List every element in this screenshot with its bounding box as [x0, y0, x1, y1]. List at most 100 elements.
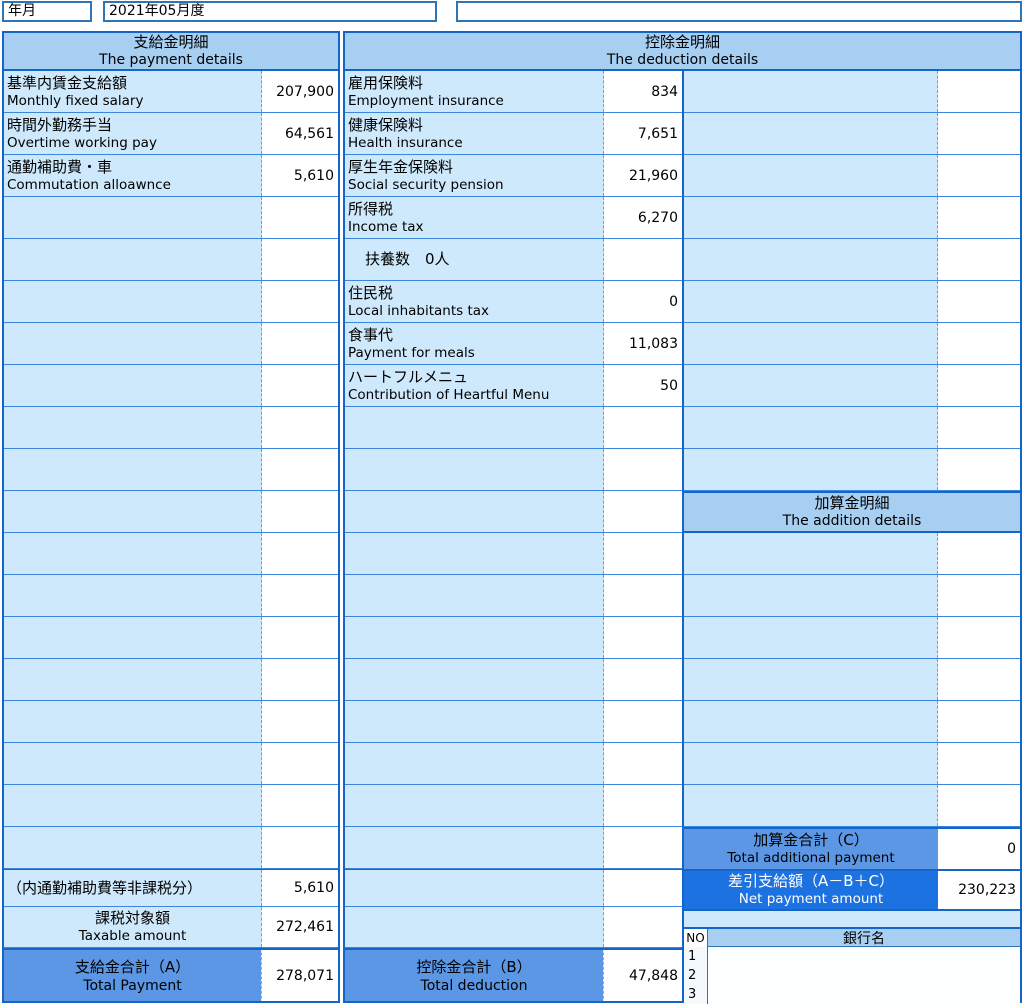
- payment-row: [4, 281, 338, 323]
- bank-row-number: 3: [684, 985, 708, 1004]
- deduction-panel: 控除金明細 The deduction details 雇用保険料 Employm…: [343, 31, 1022, 1004]
- row-value: 0: [604, 281, 682, 322]
- addition-row: [684, 533, 1020, 575]
- payment-row: [4, 239, 338, 281]
- row-value: [262, 743, 338, 784]
- addition-total-label: 加算金合計（C） Total additional payment: [684, 829, 938, 869]
- net-payment-row: 差引支給額（A－B＋C） Net payment amount 230,223: [684, 869, 1020, 911]
- row-value: [262, 617, 338, 658]
- row-value: [938, 743, 1020, 784]
- deduction-row: [345, 701, 682, 743]
- bank-no-header: NO: [684, 929, 708, 947]
- payment-row: [4, 785, 338, 827]
- row-label: [684, 743, 938, 784]
- row-label: [345, 785, 604, 826]
- row-value: [604, 743, 682, 784]
- row-label: [684, 617, 938, 658]
- row-label: [684, 71, 938, 112]
- row-value: [262, 827, 338, 868]
- row-label: 通勤補助費・車 Commutation alloawnce: [4, 155, 262, 196]
- row-label: 健康保険料 Health insurance: [345, 113, 604, 154]
- net-payment-value: 230,223: [938, 871, 1020, 909]
- row-value: 5,610: [262, 870, 338, 906]
- row-label: [684, 281, 938, 322]
- row-label: [684, 449, 938, 490]
- bank-name-header: 銀行名: [708, 929, 1020, 947]
- row-value: [938, 239, 1020, 280]
- addition-subcolumn: 加算金明細 The addition details 加算金合計（C） Tota…: [684, 71, 1020, 1004]
- addition-row: [684, 71, 1020, 113]
- row-label: [4, 659, 262, 700]
- row-value: [938, 113, 1020, 154]
- row-label: [345, 617, 604, 658]
- row-label: 所得税 Income tax: [345, 197, 604, 238]
- row-value: [938, 533, 1020, 574]
- row-label: [684, 701, 938, 742]
- payment-header-jp: 支給金明細: [133, 33, 209, 51]
- row-label: [684, 323, 938, 364]
- deduction-row: [345, 617, 682, 659]
- addition-row: [684, 365, 1020, 407]
- header-right-field[interactable]: [456, 1, 1022, 22]
- payment-row: [4, 617, 338, 659]
- deduction-subcolumn: 雇用保険料 Employment insurance 834 健康保険料 Health …: [345, 71, 684, 1001]
- payment-total-en: Total Payment: [83, 977, 182, 994]
- spacer-band: [684, 911, 1020, 927]
- payment-total-value: 278,071: [262, 950, 338, 1001]
- row-value: [604, 239, 682, 280]
- row-label: [4, 491, 262, 532]
- payment-row: [4, 533, 338, 575]
- row-label: 時間外勤務手当 Overtime working pay: [4, 113, 262, 154]
- bank-row-number: 1: [684, 947, 708, 966]
- row-label: 扶養数 0人: [345, 239, 604, 280]
- row-value: 21,960: [604, 155, 682, 196]
- row-value: [262, 323, 338, 364]
- row-value: [938, 323, 1020, 364]
- deduction-row: [345, 407, 682, 449]
- row-value: [604, 659, 682, 700]
- payment-row: 基準内賃金支給額 Monthly fixed salary 207,900: [4, 71, 338, 113]
- addition-row: [684, 113, 1020, 155]
- row-value: [938, 701, 1020, 742]
- row-label: [684, 659, 938, 700]
- deduction-row: [345, 533, 682, 575]
- net-payment-jp: 差引支給額（A－B＋C）: [727, 872, 895, 890]
- deduction-row: [345, 449, 682, 491]
- row-value: [938, 71, 1020, 112]
- row-label: [345, 491, 604, 532]
- row-label: [684, 113, 938, 154]
- row-label: [345, 743, 604, 784]
- deduction-row: 住民税 Local inhabitants tax 0: [345, 281, 682, 323]
- bank-row-name: [708, 985, 1020, 1004]
- row-label: [4, 743, 262, 784]
- row-label: [684, 407, 938, 448]
- row-value: [938, 407, 1020, 448]
- row-label: [4, 197, 262, 238]
- row-label: [4, 785, 262, 826]
- row-value: [604, 617, 682, 658]
- row-value: [938, 281, 1020, 322]
- payment-row: [4, 365, 338, 407]
- deduction-header: 控除金明細 The deduction details: [345, 33, 1020, 71]
- row-label: 課税対象額 Taxable amount: [4, 907, 262, 947]
- deduction-row: 厚生年金保険料 Social security pension 21,960: [345, 155, 682, 197]
- deduction-row: ハートフルメニュ Contribution of Heartful Menu 50: [345, 365, 682, 407]
- payment-total-row: 支給金合計（A） Total Payment 278,071: [4, 948, 338, 1001]
- date-field[interactable]: 2021年05月度: [103, 1, 437, 22]
- addition-row: [684, 701, 1020, 743]
- deduction-total-en: Total deduction: [420, 977, 528, 994]
- row-label: [684, 155, 938, 196]
- row-value: 207,900: [262, 71, 338, 112]
- row-value: [604, 827, 682, 868]
- row-label: （内通勤補助費等非課税分）: [4, 870, 262, 906]
- row-value: [262, 575, 338, 616]
- deduction-row: 食事代 Payment for meals 11,083: [345, 323, 682, 365]
- net-payment-en: Net payment amount: [738, 891, 884, 907]
- payment-row: [4, 197, 338, 239]
- row-label: [345, 449, 604, 490]
- payment-row: [4, 743, 338, 785]
- row-value: [262, 491, 338, 532]
- row-label: 雇用保険料 Employment insurance: [345, 71, 604, 112]
- addition-row: [684, 449, 1020, 491]
- payment-row: [4, 323, 338, 365]
